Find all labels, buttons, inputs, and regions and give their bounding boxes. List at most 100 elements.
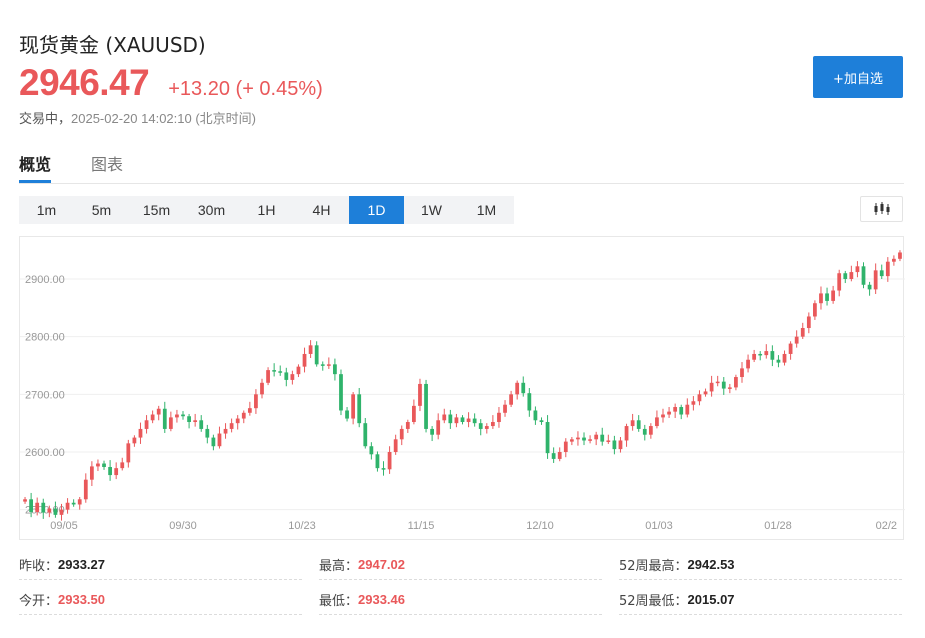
timestamp: 2025-02-20 14:02:10 (北京时间) bbox=[71, 111, 256, 126]
candle-body bbox=[284, 372, 289, 380]
candle-body bbox=[381, 468, 386, 470]
candle-body bbox=[65, 502, 70, 510]
price-change: +13.20 (+ 0.45%) bbox=[168, 78, 323, 100]
candle-body bbox=[825, 293, 829, 301]
candle-body bbox=[715, 381, 720, 384]
stat-value: 2015.07 bbox=[687, 592, 735, 607]
candle-body bbox=[59, 509, 64, 515]
candle-body bbox=[132, 437, 137, 444]
candle-body bbox=[89, 466, 94, 480]
candle-body bbox=[472, 418, 477, 424]
period-15m[interactable]: 15m bbox=[142, 202, 171, 218]
candle-body bbox=[375, 454, 380, 469]
stat-open: 今开： 2933.50 bbox=[19, 585, 302, 615]
candle-body bbox=[642, 428, 647, 435]
candle-body bbox=[709, 382, 714, 392]
period-1m[interactable]: 1m bbox=[36, 202, 57, 218]
candle-body bbox=[764, 351, 769, 356]
candle-body bbox=[187, 416, 191, 423]
candle-body bbox=[229, 423, 234, 429]
candle-body bbox=[703, 391, 708, 395]
tab-overview[interactable]: 概览 bbox=[19, 155, 52, 174]
stat-label: 最高： bbox=[319, 559, 359, 574]
candle-body bbox=[351, 394, 356, 419]
y-tick-label: 2700.00 bbox=[25, 389, 65, 401]
chart-type-button[interactable] bbox=[860, 196, 903, 222]
candle-body bbox=[320, 364, 325, 366]
candle-body bbox=[727, 387, 732, 389]
period-1d[interactable]: 1D bbox=[349, 196, 404, 224]
candle-body bbox=[636, 420, 641, 429]
stat-label: 52周最高： bbox=[619, 559, 688, 574]
candle-body bbox=[460, 417, 465, 423]
candle-body bbox=[156, 408, 161, 415]
stat-52w-high: 52周最高： 2942.53 bbox=[619, 550, 902, 580]
candle-body bbox=[576, 437, 580, 440]
tab-bar: 概览 图表 bbox=[19, 148, 904, 184]
candle-body bbox=[655, 417, 659, 427]
candle-body bbox=[168, 417, 173, 429]
candle-body bbox=[241, 412, 246, 419]
period-30m[interactable]: 30m bbox=[197, 202, 226, 218]
candle-body bbox=[667, 411, 671, 415]
candle-body bbox=[782, 353, 787, 363]
stat-label: 昨收： bbox=[19, 559, 59, 574]
x-tick-label: 11/15 bbox=[408, 520, 435, 532]
candle-body bbox=[326, 364, 331, 366]
candle-body bbox=[436, 420, 441, 435]
candle-body bbox=[448, 414, 453, 424]
candle-body bbox=[776, 359, 781, 363]
candle-body bbox=[199, 420, 204, 429]
stat-high: 最高： 2947.02 bbox=[319, 550, 602, 580]
stat-prev-close: 昨收： 2933.27 bbox=[19, 550, 302, 580]
candle-body bbox=[490, 422, 495, 427]
stat-value: 2933.46 bbox=[358, 592, 406, 607]
candle-body bbox=[885, 261, 890, 277]
period-1mo[interactable]: 1M bbox=[476, 202, 497, 218]
candle-body bbox=[679, 407, 684, 415]
candle-body bbox=[648, 426, 653, 435]
add-watchlist-button[interactable]: +加自选 bbox=[813, 56, 903, 98]
candle-body bbox=[393, 439, 398, 452]
period-1h[interactable]: 1H bbox=[257, 202, 276, 218]
candle-body bbox=[843, 273, 848, 279]
period-1w[interactable]: 1W bbox=[421, 202, 442, 218]
period-4h[interactable]: 4H bbox=[312, 202, 331, 218]
candle-body bbox=[849, 272, 854, 279]
candle-body bbox=[582, 437, 586, 441]
last-price: 2946.47 bbox=[19, 62, 150, 103]
stat-label: 今开： bbox=[19, 594, 59, 609]
candle-body bbox=[302, 353, 307, 367]
candle-body bbox=[430, 428, 435, 435]
candle-body bbox=[278, 371, 283, 373]
candle-body bbox=[333, 364, 337, 375]
candle-body bbox=[794, 336, 799, 344]
stat-value: 2933.27 bbox=[58, 557, 106, 572]
candle-body bbox=[873, 270, 878, 290]
x-tick-label: 09/30 bbox=[169, 520, 197, 532]
candle-body bbox=[800, 328, 805, 337]
candle-body bbox=[551, 453, 556, 459]
candle-body bbox=[624, 426, 629, 441]
candle-body bbox=[412, 405, 416, 423]
candle-body bbox=[96, 463, 100, 467]
candle-body bbox=[454, 417, 459, 424]
candle-body bbox=[831, 290, 836, 301]
candle-body bbox=[144, 420, 149, 429]
candle-body bbox=[71, 502, 76, 505]
period-5m[interactable]: 5m bbox=[91, 202, 112, 218]
candle-body bbox=[345, 410, 349, 419]
candle-body bbox=[77, 499, 82, 505]
candle-body bbox=[23, 499, 27, 502]
candle-body bbox=[521, 382, 526, 394]
candle-body bbox=[588, 439, 592, 441]
candle-body bbox=[691, 401, 696, 405]
candle-body bbox=[181, 414, 185, 417]
candle-body bbox=[108, 466, 112, 476]
tab-chart[interactable]: 图表 bbox=[91, 155, 124, 174]
price-chart[interactable]: 2900.002800.002700.002600.002500.0009/05… bbox=[19, 236, 905, 540]
candle-body bbox=[369, 446, 374, 455]
candle-body bbox=[418, 383, 422, 406]
candle-body bbox=[758, 353, 763, 356]
candle-body bbox=[509, 394, 513, 405]
